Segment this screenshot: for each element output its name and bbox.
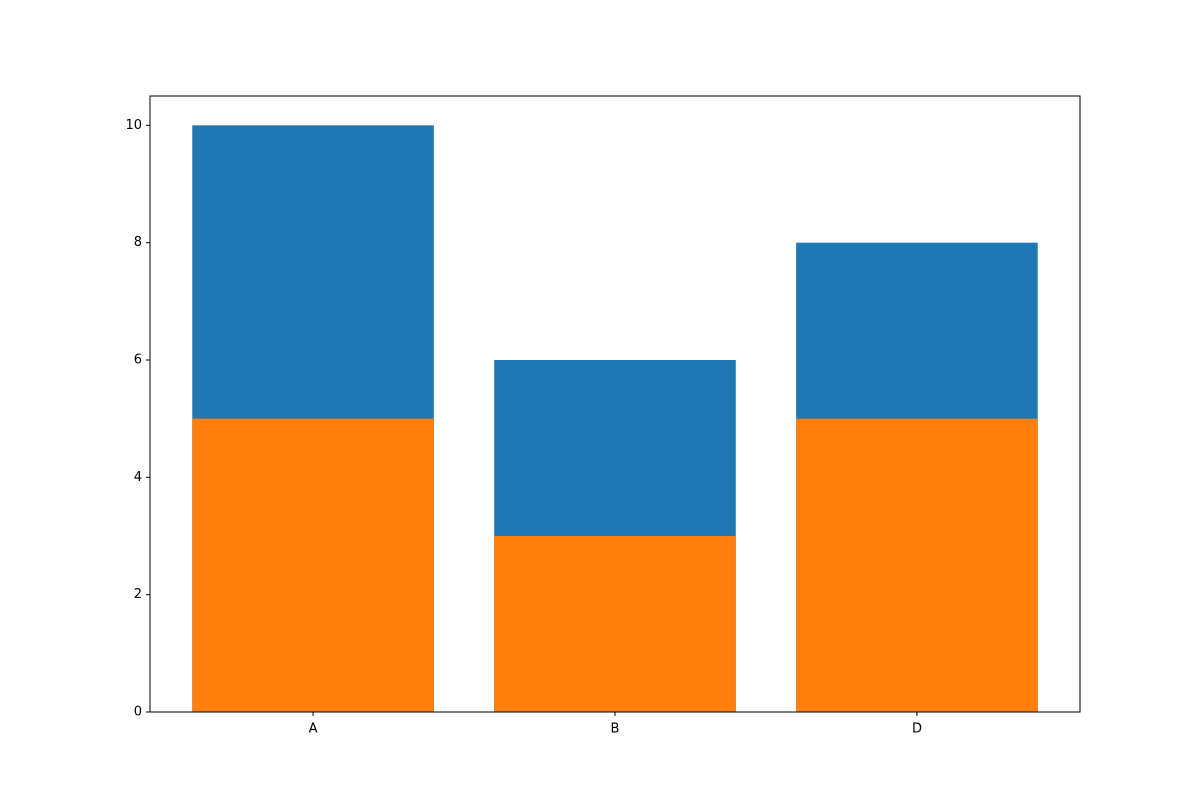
bar: [494, 536, 736, 712]
y-tick-label: 2: [134, 587, 142, 602]
x-tick-label: B: [611, 722, 620, 737]
y-tick-label: 6: [134, 353, 142, 368]
x-tick-label: D: [912, 722, 922, 737]
y-tick-label: 0: [134, 705, 142, 720]
y-tick-label: 10: [125, 118, 142, 133]
bar: [192, 418, 434, 712]
plot-frame: [149, 95, 1081, 713]
x-tick-label: A: [309, 722, 318, 737]
y-tick-label: 8: [134, 235, 142, 250]
y-tick-label: 4: [134, 470, 142, 485]
bar: [796, 418, 1038, 712]
